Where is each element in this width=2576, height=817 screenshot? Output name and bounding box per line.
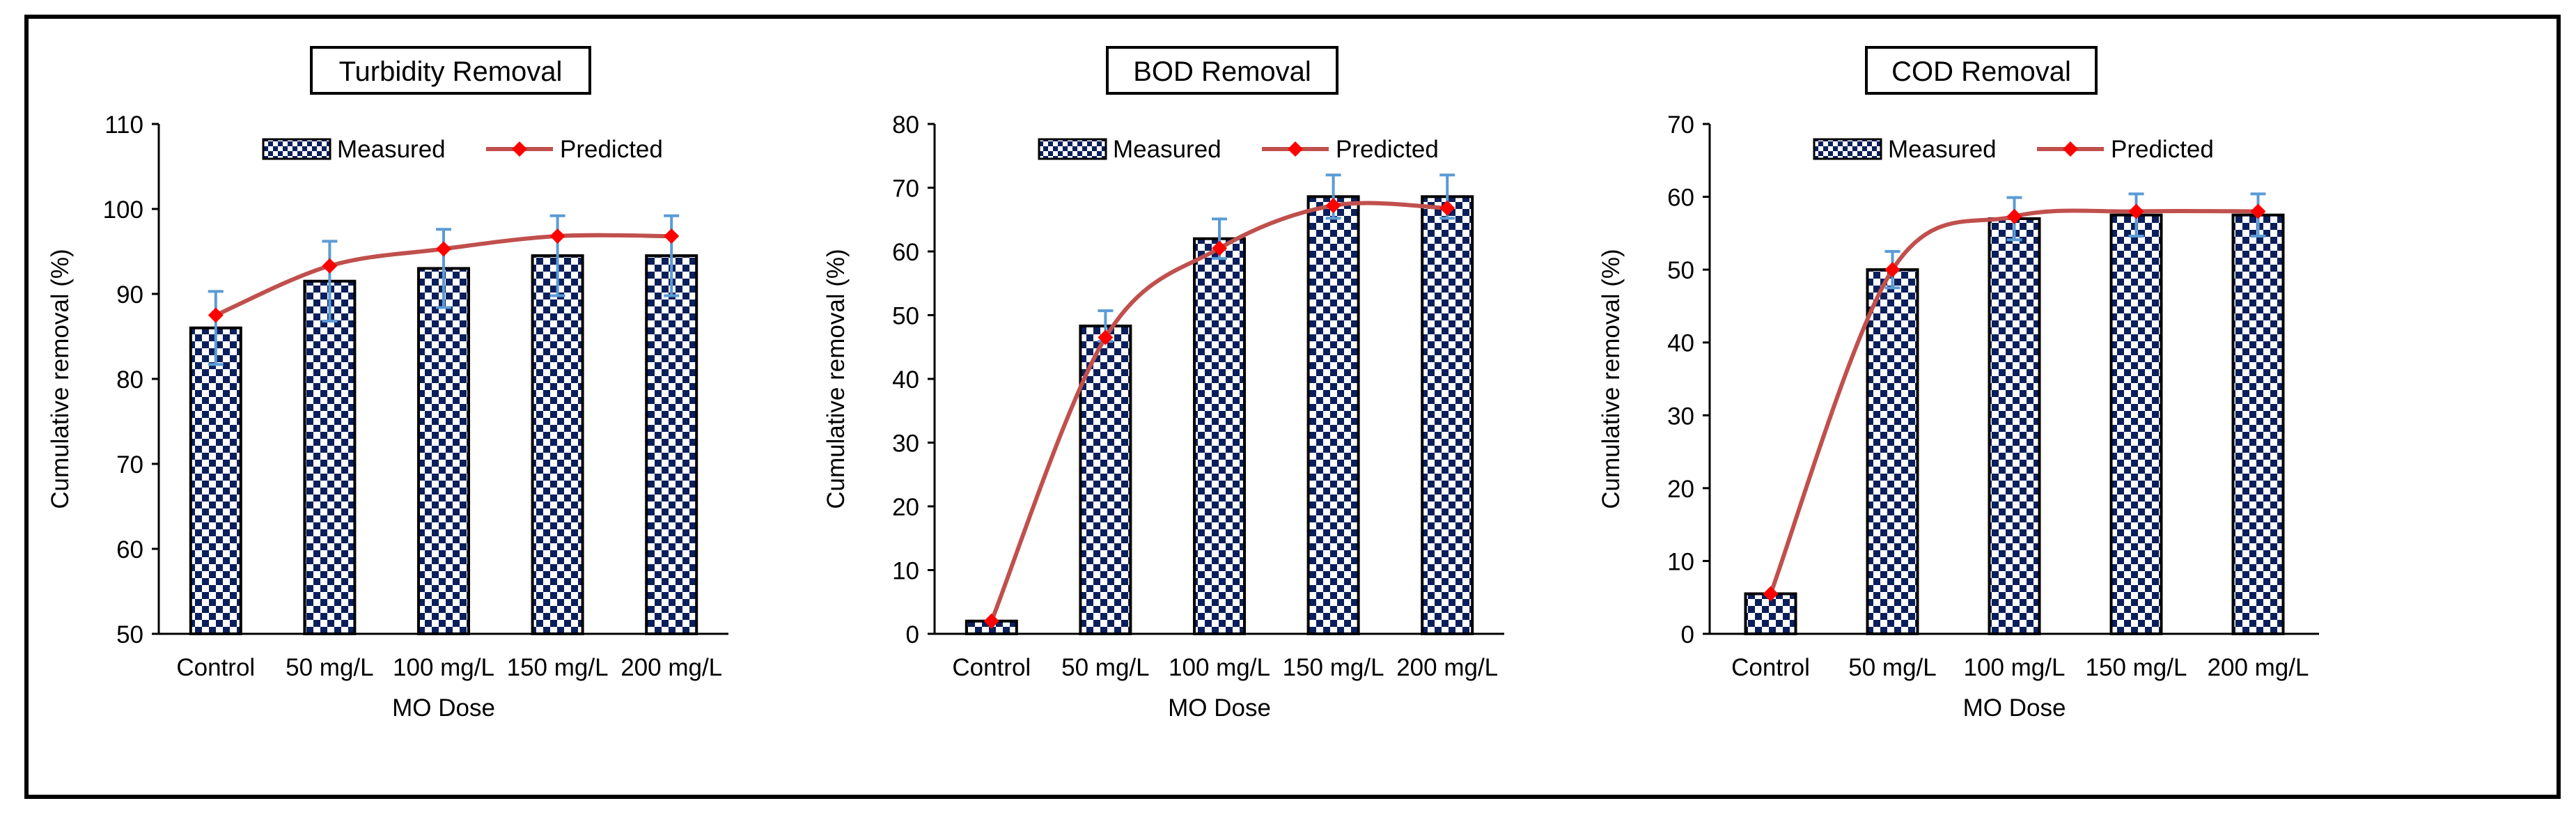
y-axis-label: Cumulative removal (%) bbox=[47, 249, 74, 508]
legend: Measured Predicted bbox=[262, 136, 663, 163]
x-tick-label: 50 mg/L bbox=[286, 654, 373, 681]
y-axis-label: Cumulative removal (%) bbox=[822, 249, 850, 508]
y-tick-label: 20 bbox=[892, 494, 919, 521]
legend: Measured Predicted bbox=[1813, 136, 2214, 163]
predicted-marker bbox=[1884, 262, 1900, 278]
y-tick-label: 0 bbox=[1681, 621, 1694, 648]
predicted-marker bbox=[1763, 586, 1779, 602]
predicted-marker bbox=[549, 228, 565, 244]
legend-measured-swatch bbox=[1038, 138, 1107, 160]
x-axis-label: MO Dose bbox=[392, 694, 495, 722]
predicted-marker bbox=[208, 307, 224, 323]
y-tick-label: 80 bbox=[892, 111, 919, 139]
chart-1: Turbidity Removal 50 60 70 80 90 100 110 Control… bbox=[47, 46, 728, 722]
y-tick-label: 100 bbox=[103, 196, 143, 224]
y-tick-label: 10 bbox=[1667, 548, 1694, 575]
x-tick-label: 100 mg/L bbox=[1964, 654, 2066, 681]
x-tick-label: 200 mg/L bbox=[2208, 654, 2309, 681]
y-tick-label: 50 bbox=[1667, 257, 1694, 284]
measured-bar bbox=[1421, 195, 1474, 635]
measured-bar bbox=[645, 254, 698, 636]
y-tick-label: 30 bbox=[892, 430, 919, 458]
predicted-marker bbox=[2128, 203, 2144, 219]
y-tick-label: 80 bbox=[116, 366, 143, 394]
chart-3: COD Removal 0 10 20 30 40 50 60 70 Control 50 mg/L… bbox=[1598, 46, 2319, 722]
y-tick-label: 20 bbox=[1667, 476, 1694, 503]
legend: Measured Predicted bbox=[1038, 136, 1439, 163]
x-tick-label: Control bbox=[176, 654, 255, 681]
measured-bar bbox=[1306, 195, 1360, 635]
predicted-marker bbox=[1098, 329, 1114, 345]
measured-bar bbox=[189, 326, 242, 635]
predicted-line bbox=[1768, 208, 2258, 595]
legend-predicted-label: Predicted bbox=[2111, 136, 2214, 163]
y-tick-label: 40 bbox=[1667, 330, 1694, 357]
chart-title: BOD Removal bbox=[1133, 56, 1311, 87]
y-tick-label: 70 bbox=[1667, 111, 1694, 139]
measured-bar bbox=[1866, 268, 1919, 635]
x-tick-label: 200 mg/L bbox=[1396, 654, 1498, 681]
y-tick-label: 50 bbox=[892, 303, 919, 330]
legend-measured-label: Measured bbox=[1113, 136, 1221, 163]
legend-predicted-marker bbox=[2063, 141, 2078, 157]
predicted-marker bbox=[664, 228, 680, 244]
predicted-marker bbox=[983, 613, 999, 629]
x-tick-label: 100 mg/L bbox=[1169, 654, 1270, 681]
y-tick-label: 60 bbox=[892, 239, 919, 266]
y-tick-label: 40 bbox=[892, 366, 919, 394]
x-tick-label: 100 mg/L bbox=[393, 654, 494, 681]
legend-predicted-label: Predicted bbox=[1336, 136, 1439, 163]
y-axis-label: Cumulative removal (%) bbox=[1598, 249, 1625, 508]
x-axis-label: MO Dose bbox=[1168, 694, 1271, 722]
measured-bar bbox=[2109, 213, 2163, 635]
measured-bar bbox=[1193, 237, 1246, 635]
measured-bar bbox=[1988, 217, 2041, 635]
y-tick-label: 60 bbox=[1667, 185, 1694, 212]
x-tick-label: Control bbox=[952, 654, 1031, 681]
x-tick-label: 150 mg/L bbox=[2086, 654, 2187, 681]
legend-measured-swatch bbox=[1813, 138, 1882, 160]
predicted-marker bbox=[2006, 208, 2022, 224]
measured-bar bbox=[2231, 213, 2285, 635]
y-tick-label: 50 bbox=[116, 621, 143, 648]
x-tick-label: 150 mg/L bbox=[507, 654, 609, 681]
y-tick-label: 70 bbox=[116, 451, 143, 478]
x-tick-label: 200 mg/L bbox=[620, 654, 722, 681]
chart-title-box bbox=[310, 46, 591, 95]
predicted-marker bbox=[436, 241, 451, 257]
predicted-marker bbox=[1439, 200, 1455, 216]
legend-predicted-marker bbox=[512, 141, 527, 157]
x-tick-label: 150 mg/L bbox=[1283, 654, 1384, 681]
y-tick-label: 10 bbox=[892, 558, 919, 585]
x-tick-label: Control bbox=[1731, 654, 1810, 681]
y-tick-label: 110 bbox=[104, 111, 143, 139]
y-tick-label: 0 bbox=[906, 621, 919, 648]
predicted-marker bbox=[1212, 240, 1227, 256]
legend-measured-label: Measured bbox=[1888, 136, 1997, 163]
measured-bar bbox=[417, 267, 470, 635]
predicted-marker bbox=[322, 258, 338, 274]
x-axis-label: MO Dose bbox=[1963, 694, 2066, 722]
y-tick-label: 70 bbox=[892, 176, 919, 203]
legend-predicted-marker bbox=[1288, 141, 1303, 157]
y-tick-label: 30 bbox=[1667, 403, 1694, 430]
chart-title-box bbox=[1865, 46, 2098, 95]
legend-measured-label: Measured bbox=[337, 136, 446, 163]
legend-measured-swatch bbox=[262, 138, 331, 160]
predicted-marker bbox=[2250, 203, 2266, 219]
measured-bar bbox=[531, 254, 584, 636]
measured-bar bbox=[303, 279, 357, 635]
chart-title-box bbox=[1106, 46, 1338, 95]
y-tick-label: 60 bbox=[116, 536, 143, 563]
chart-title: COD Removal bbox=[1891, 56, 2071, 87]
predicted-line bbox=[990, 201, 1448, 622]
predicted-marker bbox=[1325, 198, 1341, 214]
chart-2: BOD Removal 0 10 20 30 40 50 60 70 80 Control 50 mg… bbox=[822, 46, 1504, 722]
chart-title: Turbidity Removal bbox=[339, 56, 563, 87]
x-tick-label: 50 mg/L bbox=[1848, 654, 1936, 681]
x-tick-label: 50 mg/L bbox=[1061, 654, 1149, 681]
legend-predicted-label: Predicted bbox=[560, 136, 663, 163]
y-tick-label: 90 bbox=[116, 281, 143, 309]
